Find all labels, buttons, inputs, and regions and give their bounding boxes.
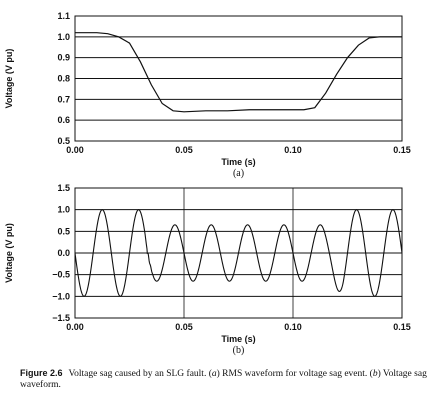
rms-y-axis-label: Voltage (V pu) xyxy=(4,49,14,109)
caption-b-label: b xyxy=(372,369,378,379)
x-tick-label: 0.00 xyxy=(66,322,84,332)
rms-grid xyxy=(75,36,402,121)
rms-subplot-label: (a) xyxy=(233,168,244,179)
y-tick-label: 1.0 xyxy=(57,205,70,215)
x-tick-label: 0.10 xyxy=(284,145,302,155)
waveform-subplot-label: (b) xyxy=(233,345,245,356)
rms-series-line xyxy=(75,32,402,113)
x-tick-label: 0.15 xyxy=(393,322,411,332)
x-tick-label: 0.10 xyxy=(284,322,302,332)
y-tick-label: 1.5 xyxy=(57,183,70,193)
y-tick-label: −0.5 xyxy=(52,270,70,280)
y-tick-label: −1.0 xyxy=(52,291,70,301)
y-tick-label: −1.5 xyxy=(52,313,70,323)
rms-x-axis-label: Time (s) xyxy=(221,157,255,167)
rms-chart: 0.5 0.6 0.7 0.8 0.9 1.0 1.1 0.00 0.05 0.10 0.15 V… xyxy=(4,11,411,179)
y-tick-label: 0.6 xyxy=(57,115,70,125)
y-tick-label: 0.8 xyxy=(57,74,70,84)
caption-text-2: ) RMS waveform for voltage sag event. ( xyxy=(216,369,373,379)
x-tick-label: 0.00 xyxy=(66,145,84,155)
figure-caption: Figure 2.6 Voltage sag caused by an SLG f… xyxy=(20,368,440,391)
x-tick-label: 0.05 xyxy=(175,322,193,332)
x-tick-label: 0.05 xyxy=(175,145,193,155)
waveform-series-line xyxy=(74,209,403,297)
y-tick-label: 0.5 xyxy=(57,136,70,146)
y-tick-label: 0.7 xyxy=(57,94,70,104)
y-tick-label: 0.0 xyxy=(57,248,70,258)
y-tick-label: 0.9 xyxy=(57,53,70,63)
waveform-y-axis-label: Voltage (V pu) xyxy=(4,223,14,283)
y-tick-label: 0.5 xyxy=(57,226,70,236)
waveform-x-ticks: 0.00 0.05 0.10 0.15 xyxy=(66,322,411,332)
waveform-x-axis-label: Time (s) xyxy=(221,334,255,344)
x-tick-label: 0.15 xyxy=(393,145,411,155)
rms-x-ticks: 0.00 0.05 0.10 0.15 xyxy=(66,145,411,155)
y-tick-label: 1.0 xyxy=(57,32,70,42)
caption-a-label: a xyxy=(211,369,217,379)
rms-y-ticks: 0.5 0.6 0.7 0.8 0.9 1.0 1.1 xyxy=(57,11,70,146)
waveform-y-ticks: −1.5 −1.0 −0.5 0.0 0.5 1.0 1.5 xyxy=(52,183,70,323)
y-tick-label: 1.1 xyxy=(57,11,70,21)
waveform-chart: −1.5 −1.0 −0.5 0.0 0.5 1.0 1.5 0.00 0.05 0.10 0.1… xyxy=(4,183,411,356)
figure-number: Figure 2.6 xyxy=(20,368,63,378)
caption-text-1: Voltage sag caused by an SLG fault. ( xyxy=(68,369,212,379)
caption-text-3: ) Voltage sag waveform. xyxy=(20,369,427,390)
